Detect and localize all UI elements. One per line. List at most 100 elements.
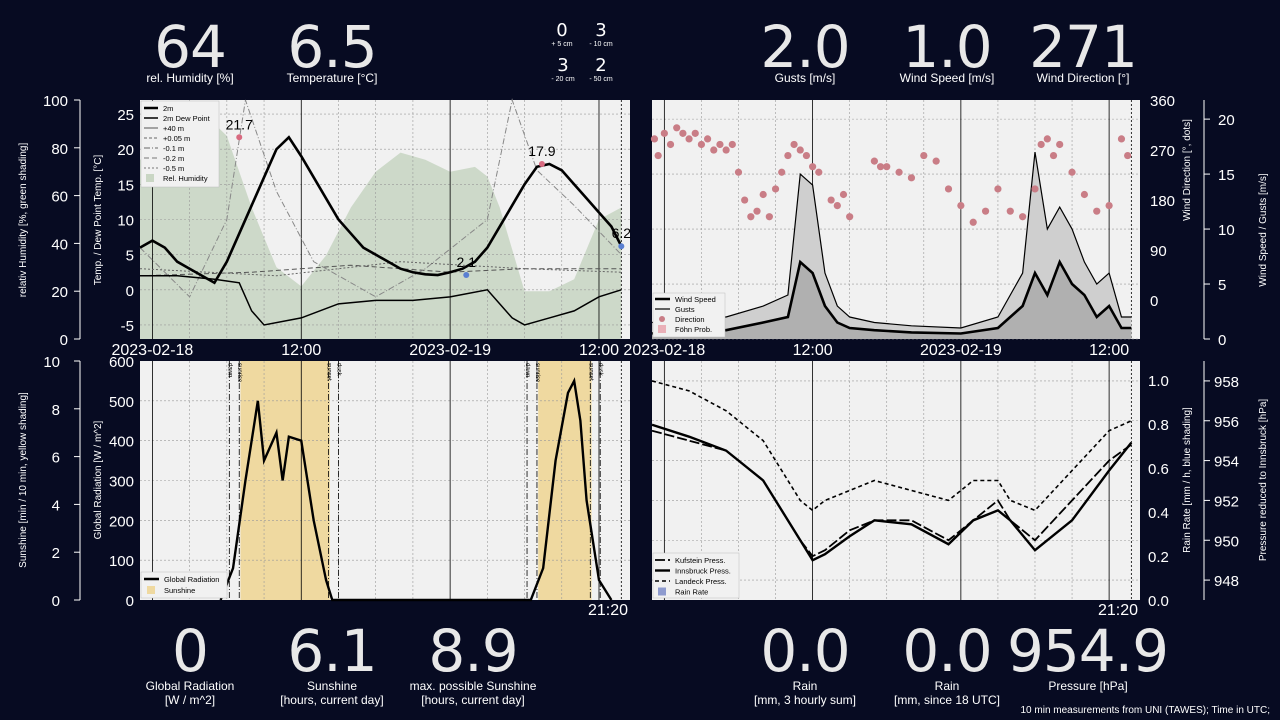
legend-label: Rain Rate — [675, 588, 708, 597]
temperature-value: 6.5 — [287, 13, 377, 81]
direction-dot — [1093, 207, 1101, 215]
sunshine-label: Sunshine [hours, current day] — [252, 679, 412, 707]
landeck-line — [651, 380, 1132, 512]
humidity-axis-label: relativ Humidity [%, green shading] — [18, 143, 29, 298]
pressure-axis-label: Pressure reduced to Innsbruck [hPa] — [1258, 399, 1269, 562]
rain-tick-label: 0.6 — [1148, 461, 1169, 478]
humidity-tick-label: 100 — [43, 93, 68, 110]
global-radiation-label: Global Radiation [W / m^2] — [110, 679, 270, 707]
direction-dot — [833, 202, 841, 210]
sunshine-value: 6.1 — [287, 617, 377, 685]
max-sunshine-label-1: max. possible Sunshine — [409, 679, 537, 693]
rain-3h-label-2: [mm, 3 hourly sum] — [753, 693, 857, 707]
radiation-axis-label: Global Radiation [W / m^2] — [93, 420, 104, 539]
humidity-tick-label: 0 — [60, 332, 68, 349]
direction-dot — [1037, 140, 1045, 149]
direction-dot — [679, 129, 687, 137]
sunshine-label-2: [hours, current day] — [280, 693, 384, 707]
pressure-legend: Kufstein Press. Innsbruck Press.Landeck P… — [652, 552, 740, 599]
gusts-value: 2.0 — [760, 13, 850, 81]
speed-tick-label: 10 — [1218, 222, 1235, 239]
sun-event-label: sunrise — [236, 363, 242, 383]
direction-tick-label: 90 — [1150, 243, 1167, 260]
direction-dot — [1080, 190, 1089, 199]
speed-axis-label: Wind Speed / Gusts [m/s] — [1258, 173, 1269, 287]
sunshine-tick-label: 8 — [52, 402, 60, 419]
direction-dot — [1117, 135, 1126, 143]
current-time-right: 21:20 — [1098, 602, 1139, 619]
direction-dot — [747, 213, 755, 221]
sun-event-label: sunset — [587, 363, 593, 381]
legend-label: Landeck Press. — [675, 577, 727, 586]
radiation-legend: Global Radiation Sunshine — [140, 571, 228, 599]
soil-depth-label: - 50 cm — [589, 76, 613, 83]
max-sunshine-label: max. possible Sunshine [hours, current d… — [393, 679, 553, 707]
legend-label: Global Radiation — [164, 575, 219, 584]
plus40-line — [139, 98, 622, 298]
humidity-tick-label: 60 — [51, 189, 68, 206]
x-tick-label: 2023-02-18 — [111, 342, 193, 359]
rain-tick-label: 1.0 — [1148, 373, 1169, 390]
direction-dot — [827, 196, 835, 204]
extreme-marker — [538, 160, 545, 167]
direction-dot — [673, 124, 681, 132]
temp-tick-label: 25 — [117, 107, 134, 124]
legend-swatch — [658, 325, 666, 333]
direction-dot — [1019, 213, 1027, 221]
humidity-area — [140, 123, 622, 340]
humidity-tick-label: 20 — [51, 284, 68, 301]
direction-dot — [870, 157, 878, 165]
temp-tick-label: 5 — [126, 248, 134, 265]
direction-dot — [839, 190, 848, 199]
legend-box — [652, 552, 740, 599]
rain-3h-label: Rain [mm, 3 hourly sum] — [725, 679, 885, 707]
temp-tick-label: -5 — [121, 318, 134, 335]
direction-dot — [1031, 185, 1039, 193]
wind-speed-line — [651, 258, 1132, 335]
x-tick-label: 12:00 — [579, 342, 619, 359]
soil-depth-label: - 20 cm — [551, 76, 575, 83]
direction-dot — [703, 135, 712, 143]
direction-dot — [920, 151, 928, 160]
direction-dot — [654, 151, 662, 160]
direction-dot — [815, 168, 823, 176]
direction-dot — [1068, 168, 1076, 176]
sunshine-label-1: Sunshine — [306, 679, 358, 693]
direction-dot — [650, 135, 659, 143]
direction-dot — [691, 129, 699, 137]
soil-depth-label: + 5 cm — [551, 41, 573, 48]
gust-line — [651, 152, 1132, 329]
direction-dot — [802, 151, 811, 160]
legend-swatch — [147, 586, 155, 594]
extreme-label: 2.1 — [457, 254, 477, 270]
pressure-tick-label: 952 — [1214, 493, 1239, 510]
direction-dot — [1056, 140, 1064, 149]
direction-dot — [741, 196, 749, 204]
legend-label: Innsbruck Press. — [675, 567, 731, 576]
direction-dot — [876, 163, 885, 171]
rain-18utc-label: Rain [mm, since 18 UTC] — [867, 679, 1027, 707]
direction-dot — [790, 140, 798, 149]
sun-event-label: dawn — [226, 363, 232, 377]
soil-temp-value: 3 — [557, 55, 569, 76]
global-radiation-value: 0 — [172, 617, 209, 685]
direction-dot — [1006, 207, 1014, 215]
x-tick-label: 12:00 — [281, 342, 321, 359]
direction-dot — [1049, 151, 1058, 160]
legend-swatch — [146, 174, 154, 182]
legend-label: 2m Dew Point — [163, 114, 211, 123]
x-tick-label: 12:00 — [793, 342, 833, 359]
direction-dot — [765, 213, 773, 221]
radiation-tick-label: 200 — [109, 513, 134, 530]
pressure-value: 954.9 — [1006, 617, 1169, 685]
legend-label: -0.5 m — [163, 164, 184, 173]
rain-18utc-label-2: [mm, since 18 UTC] — [893, 693, 1001, 707]
global-radiation-label-2: [W / m^2] — [164, 693, 216, 707]
legend-label: Rel. Humidity — [163, 174, 208, 183]
soil-temp-10cm: 3 - 10 cm — [585, 22, 617, 49]
sun-event-label: sunrise — [534, 363, 540, 383]
innsbruck-line — [651, 423, 1133, 562]
extreme-marker — [618, 243, 625, 250]
